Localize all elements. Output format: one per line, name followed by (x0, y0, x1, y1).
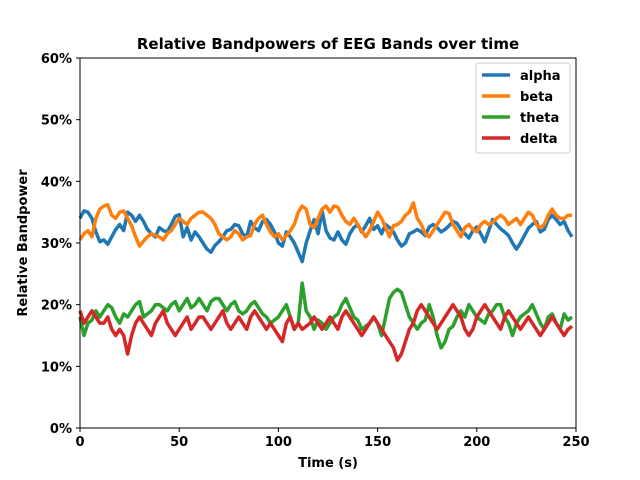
x-tick-label: 150 (364, 435, 391, 450)
y-tick-label: 10% (41, 360, 72, 375)
y-tick-label: 50% (41, 114, 72, 129)
y-axis-label: Relative Bandpower (16, 169, 31, 317)
series-line-beta (78, 201, 573, 248)
chart-title: Relative Bandpowers of EEG Bands over ti… (137, 35, 519, 53)
series-line-delta (78, 302, 574, 362)
y-tick-label: 40% (41, 175, 72, 190)
series-line-alpha (78, 209, 574, 264)
y-tick-label: 30% (41, 237, 72, 252)
legend-label-beta: beta (520, 90, 553, 105)
x-tick-label: 50 (170, 435, 188, 450)
x-tick-label: 200 (463, 435, 490, 450)
x-axis: 0 50 100 150 200 250 (75, 428, 590, 450)
legend: alpha beta theta delta (475, 62, 571, 154)
series-layer (78, 201, 574, 362)
y-axis: 0% 10% 20% 30% 40% 50% 60% (41, 52, 80, 437)
legend-label-delta: delta (520, 132, 558, 147)
x-tick-label: 250 (562, 435, 589, 450)
x-axis-label: Time (s) (298, 456, 358, 471)
legend-box (475, 62, 571, 154)
legend-label-alpha: alpha (520, 69, 561, 84)
legend-label-theta: theta (520, 111, 559, 126)
y-tick-label: 60% (41, 52, 72, 67)
y-tick-label: 0% (50, 422, 72, 437)
y-tick-label: 20% (41, 299, 72, 314)
x-tick-label: 100 (265, 435, 292, 450)
x-tick-label: 0 (75, 435, 84, 450)
